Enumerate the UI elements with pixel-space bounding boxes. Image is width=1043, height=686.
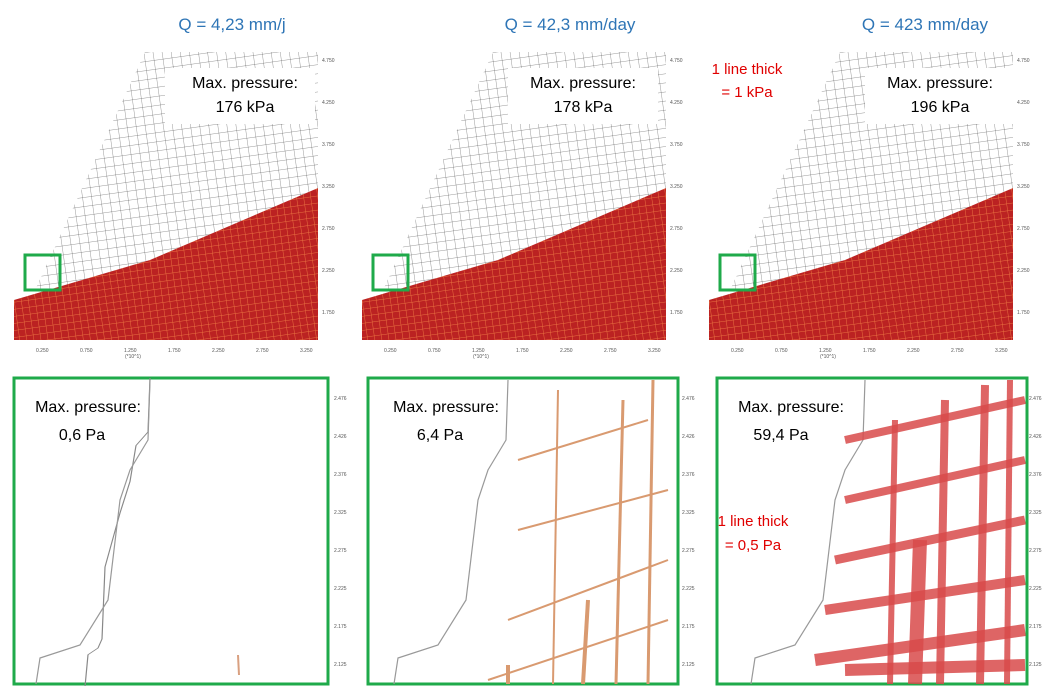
tick-label: 2.750 xyxy=(604,348,617,354)
tick-label: 2.476 xyxy=(682,396,695,402)
tick-label: 0.250 xyxy=(731,348,744,354)
tick-label: (*10^1) xyxy=(820,354,836,360)
tick-label: 3.750 xyxy=(1017,142,1030,148)
max-pressure-label: Max. pressure: xyxy=(35,399,141,416)
tick-label: 2.750 xyxy=(670,226,683,232)
tick-label: 2.125 xyxy=(334,662,347,668)
max-pressure-label: Max. pressure: xyxy=(530,75,636,92)
max-pressure-value: 0,6 Pa xyxy=(59,427,105,444)
tick-label: 3.250 xyxy=(648,348,661,354)
tick-label: 2.175 xyxy=(682,624,695,630)
tick-label: 3.250 xyxy=(322,184,335,190)
tick-label: 2.325 xyxy=(334,510,347,516)
tick-label: 2.750 xyxy=(951,348,964,354)
tick-label: 2.250 xyxy=(1017,268,1030,274)
tick-label: (*10^1) xyxy=(125,354,141,360)
tick-label: 2.125 xyxy=(682,662,695,668)
max-pressure-value: 6,4 Pa xyxy=(417,427,463,444)
tick-label: 2.750 xyxy=(256,348,269,354)
tick-label: 2.250 xyxy=(560,348,573,354)
tick-label: 1.750 xyxy=(322,310,335,316)
tick-label: 2.225 xyxy=(334,586,347,592)
tick-label: 0.750 xyxy=(428,348,441,354)
tick-label: 1.750 xyxy=(863,348,876,354)
tick-label: 2.175 xyxy=(1029,624,1042,630)
tick-label: 2.250 xyxy=(322,268,335,274)
tick-label: 3.250 xyxy=(300,348,313,354)
tick-label: 2.225 xyxy=(1029,586,1042,592)
tick-label: 2.476 xyxy=(334,396,347,402)
max-pressure-value: 178 kPa xyxy=(554,99,613,116)
column-title: Q = 423 mm/day xyxy=(862,15,989,34)
tick-label: 2.750 xyxy=(322,226,335,232)
tick-label: 2.250 xyxy=(212,348,225,354)
tick-label: 1.750 xyxy=(168,348,181,354)
tick-label: 2.426 xyxy=(334,434,347,440)
tick-label: 4.750 xyxy=(1017,58,1030,64)
tick-label: 4.750 xyxy=(670,58,683,64)
column-title: Q = 4,23 mm/j xyxy=(178,15,285,34)
scale-note: 1 line thick xyxy=(712,61,783,78)
tick-label: 2.376 xyxy=(1029,472,1042,478)
tick-label: 4.750 xyxy=(322,58,335,64)
tick-label: 0.250 xyxy=(36,348,49,354)
tick-label: 2.125 xyxy=(1029,662,1042,668)
max-pressure-value: 196 kPa xyxy=(911,99,970,116)
tick-label: 2.750 xyxy=(1017,226,1030,232)
tick-label: 3.250 xyxy=(995,348,1008,354)
tick-label: 0.250 xyxy=(384,348,397,354)
figure: Q = 4,23 mm/j Max. pressure: 176 kPa Max… xyxy=(0,0,1043,686)
tick-label: 2.376 xyxy=(334,472,347,478)
tick-label: 2.426 xyxy=(682,434,695,440)
tick-label: (*10^1) xyxy=(473,354,489,360)
tick-label: 0.750 xyxy=(80,348,93,354)
tick-label: 2.275 xyxy=(682,548,695,554)
tick-label: 1.750 xyxy=(670,310,683,316)
tick-label: 2.426 xyxy=(1029,434,1042,440)
tick-label: 3.250 xyxy=(670,184,683,190)
tick-label: 2.250 xyxy=(670,268,683,274)
tick-label: 2.376 xyxy=(682,472,695,478)
tick-label: 4.250 xyxy=(1017,100,1030,106)
column-title: Q = 42,3 mm/day xyxy=(505,15,636,34)
max-pressure-value: 176 kPa xyxy=(216,99,275,116)
tick-label: 3.750 xyxy=(670,142,683,148)
tick-label: 2.275 xyxy=(334,548,347,554)
tick-label: 1.750 xyxy=(516,348,529,354)
scale-note: = 0,5 Pa xyxy=(725,537,782,554)
max-pressure-label: Max. pressure: xyxy=(192,75,298,92)
max-pressure-label: Max. pressure: xyxy=(738,399,844,416)
tick-label: 4.250 xyxy=(670,100,683,106)
tick-label: 3.250 xyxy=(1017,184,1030,190)
tick-label: 3.750 xyxy=(322,142,335,148)
tick-label: 2.476 xyxy=(1029,396,1042,402)
max-pressure-value: 59,4 Pa xyxy=(753,427,808,444)
max-pressure-label: Max. pressure: xyxy=(393,399,499,416)
tick-label: 1.750 xyxy=(1017,310,1030,316)
tick-label: 4.250 xyxy=(322,100,335,106)
scale-note: = 1 kPa xyxy=(721,84,773,101)
tick-label: 2.225 xyxy=(682,586,695,592)
tick-label: 2.325 xyxy=(682,510,695,516)
tick-label: 2.275 xyxy=(1029,548,1042,554)
tick-label: 0.750 xyxy=(775,348,788,354)
max-pressure-label: Max. pressure: xyxy=(887,75,993,92)
scale-note: 1 line thick xyxy=(718,513,789,530)
tick-label: 2.250 xyxy=(907,348,920,354)
tick-label: 2.325 xyxy=(1029,510,1042,516)
tick-label: 2.175 xyxy=(334,624,347,630)
